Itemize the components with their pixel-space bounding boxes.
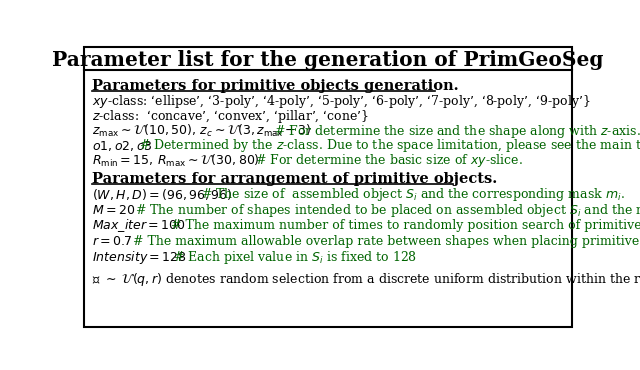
- Text: $M = 20$: $M = 20$: [92, 204, 136, 217]
- Text: $Max\_iter = 100$: $Max\_iter = 100$: [92, 218, 187, 234]
- Text: $(W, H, D) = (96, 96, 96)$: $(W, H, D) = (96, 96, 96)$: [92, 187, 234, 202]
- Text: ※ $\sim$ $\mathcal{U}(q, r)$ denotes random selection from a discrete uniform di: ※ $\sim$ $\mathcal{U}(q, r)$ denotes ran…: [92, 271, 640, 288]
- FancyBboxPatch shape: [84, 47, 572, 327]
- Text: # Each pixel value in $S_i$ is fixed to 128: # Each pixel value in $S_i$ is fixed to …: [173, 249, 417, 266]
- Text: $r = 0.7$: $r = 0.7$: [92, 235, 134, 248]
- Text: # The number of shapes intended to be placed on assembled object $S_i$ and the m: # The number of shapes intended to be pl…: [134, 202, 640, 219]
- Text: $R_{\mathrm{min}} = 15,\, R_{\mathrm{max}} \sim \mathcal{U}(30, 80)$: $R_{\mathrm{min}} = 15,\, R_{\mathrm{max…: [92, 152, 261, 169]
- Text: $z$-class:  ‘concave’, ‘convex’, ‘pillar’, ‘cone’}: $z$-class: ‘concave’, ‘convex’, ‘pillar’…: [92, 108, 370, 125]
- Text: # For determine the basic size of $xy$-slice.: # For determine the basic size of $xy$-s…: [255, 152, 523, 169]
- Text: $o1, o2, o3$: $o1, o2, o3$: [92, 139, 154, 153]
- Text: # Determined by the $z$-class. Due to the space limitation, please see the main : # Determined by the $z$-class. Due to th…: [138, 137, 640, 154]
- Text: Parameters for primitive objects generation.: Parameters for primitive objects generat…: [92, 79, 459, 93]
- Text: Parameters for arrangement of primitive objects.: Parameters for arrangement of primitive …: [92, 172, 498, 186]
- Text: Parameter list for the generation of PrimGeoSeg: Parameter list for the generation of Pri…: [52, 50, 604, 70]
- Text: # For determine the size and the shape along with $z$-axis.: # For determine the size and the shape a…: [275, 122, 640, 139]
- Text: # The maximum allowable overlap rate between shapes when placing primitive objec: # The maximum allowable overlap rate bet…: [132, 235, 640, 248]
- Text: $z_{\mathrm{max}} \sim \mathcal{U}(10, 50),\, z_c \sim \mathcal{U}(3, z_{\mathrm: $z_{\mathrm{max}} \sim \mathcal{U}(10, 5…: [92, 123, 313, 139]
- Text: $xy$-class: ‘ellipse’, ‘3-poly’, ‘4-poly’, ‘5-poly’, ‘6-poly’, ‘7-poly’, ‘8-poly: $xy$-class: ‘ellipse’, ‘3-poly’, ‘4-poly…: [92, 93, 591, 110]
- Text: # The maximum number of times to randomly position search of primitive objects.: # The maximum number of times to randoml…: [171, 219, 640, 232]
- Text: $Intensity = 128$: $Intensity = 128$: [92, 249, 188, 266]
- Text: # The size of  assembled object $S_i$ and the corresponding mask $m_i$.: # The size of assembled object $S_i$ and…: [200, 186, 625, 204]
